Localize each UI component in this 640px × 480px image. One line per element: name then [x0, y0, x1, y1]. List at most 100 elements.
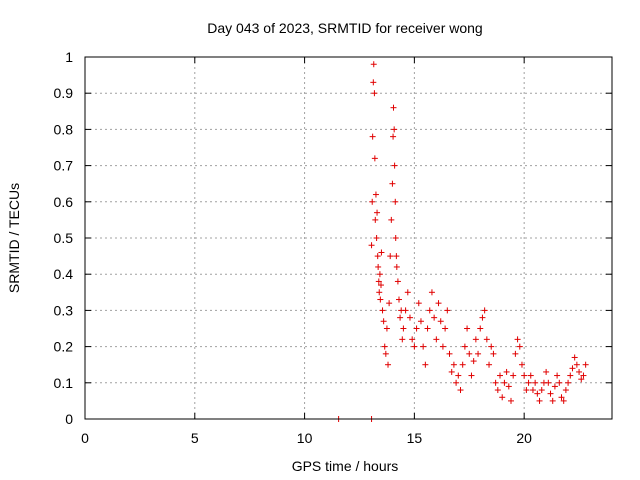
- data-point: [532, 379, 539, 386]
- data-point: [516, 343, 523, 350]
- data-point: [371, 155, 378, 162]
- data-point: [497, 372, 504, 379]
- data-point: [368, 242, 375, 249]
- y-tick-label: 0: [65, 411, 73, 427]
- chart-title: Day 043 of 2023, SRMTID for receiver won…: [207, 20, 482, 36]
- data-point: [431, 314, 438, 321]
- data-point: [558, 394, 565, 401]
- data-point: [483, 336, 490, 343]
- data-point: [567, 372, 574, 379]
- data-point: [426, 307, 433, 314]
- x-tick-label: 5: [191, 430, 199, 446]
- data-point: [390, 104, 397, 111]
- data-point: [551, 383, 558, 390]
- data-point: [453, 379, 460, 386]
- data-point: [369, 133, 376, 140]
- data-point: [385, 361, 392, 368]
- data-point: [578, 376, 585, 383]
- data-point: [400, 325, 407, 332]
- x-tick-label: 10: [297, 430, 313, 446]
- data-point: [565, 379, 572, 386]
- y-tick-label: 0.7: [54, 158, 74, 174]
- data-point: [374, 253, 381, 260]
- data-point: [392, 235, 399, 241]
- x-axis-label: GPS time / hours: [292, 458, 399, 474]
- data-point: [435, 300, 442, 307]
- data-point: [391, 162, 398, 169]
- data-point: [404, 289, 411, 296]
- y-tick-label: 0.3: [54, 302, 74, 318]
- data-point: [422, 361, 429, 368]
- data-point: [409, 336, 416, 343]
- data-point: [428, 289, 435, 296]
- gridlines: [85, 57, 612, 419]
- data-point: [573, 361, 580, 368]
- y-axis-ticks: 0 0.1 0.2 0.3 0.4 0.5 0.6 0.7 0.8 0.9 1: [54, 49, 612, 427]
- data-point: [411, 343, 418, 350]
- y-tick-label: 0.2: [54, 339, 74, 355]
- data-point: [582, 361, 589, 368]
- data-point: [549, 397, 556, 404]
- data-point: [446, 350, 453, 357]
- data-point: [505, 383, 512, 390]
- x-tick-label: 0: [81, 430, 89, 446]
- y-tick-label: 0.9: [54, 85, 74, 101]
- data-point: [562, 387, 569, 394]
- data-point: [388, 216, 395, 223]
- data-point: [466, 350, 473, 357]
- data-point: [413, 325, 420, 332]
- data-point: [370, 79, 377, 86]
- data-point: [375, 278, 382, 285]
- data-point: [437, 318, 444, 325]
- data-point: [545, 379, 552, 386]
- y-tick-label: 0.8: [54, 121, 74, 137]
- data-point: [391, 126, 398, 133]
- x-axis-ticks: 0 5 10 15 20: [81, 57, 532, 446]
- data-point: [383, 325, 390, 332]
- data-point: [406, 314, 413, 321]
- data-point: [382, 350, 389, 357]
- data-point: [525, 379, 532, 386]
- data-point: [389, 180, 396, 187]
- data-point: [510, 372, 517, 379]
- data-point: [492, 379, 499, 386]
- data-point: [417, 318, 424, 325]
- data-point: [374, 209, 381, 216]
- data-point: [536, 397, 543, 404]
- data-point: [420, 343, 427, 350]
- data-point: [394, 278, 401, 285]
- data-point: [377, 282, 384, 289]
- data-point: [371, 90, 378, 97]
- data-point: [455, 372, 462, 379]
- data-point: [380, 318, 387, 325]
- data-point: [547, 390, 554, 397]
- y-tick-label: 1: [65, 49, 73, 65]
- data-point: [461, 343, 468, 350]
- data-point: [439, 343, 446, 350]
- data-point: [488, 343, 495, 350]
- data-point: [534, 390, 541, 397]
- data-point: [512, 350, 519, 357]
- data-point: [523, 387, 530, 394]
- data-point: [576, 368, 583, 375]
- data-point: [376, 271, 383, 278]
- data-points: [335, 61, 589, 422]
- x-tick-label: 20: [516, 430, 532, 446]
- data-point: [390, 133, 397, 140]
- data-point: [556, 379, 563, 386]
- data-point: [396, 296, 403, 303]
- data-point: [554, 372, 561, 379]
- data-point: [459, 361, 466, 368]
- x-tick-label: 15: [407, 430, 423, 446]
- plot-frame: [84, 56, 613, 420]
- data-point: [381, 343, 388, 350]
- data-point: [479, 314, 486, 321]
- data-point: [377, 296, 384, 303]
- data-point: [490, 350, 497, 357]
- data-point: [475, 350, 482, 357]
- data-point: [450, 361, 457, 368]
- data-point: [507, 397, 514, 404]
- data-point: [477, 325, 484, 332]
- data-point: [560, 397, 567, 404]
